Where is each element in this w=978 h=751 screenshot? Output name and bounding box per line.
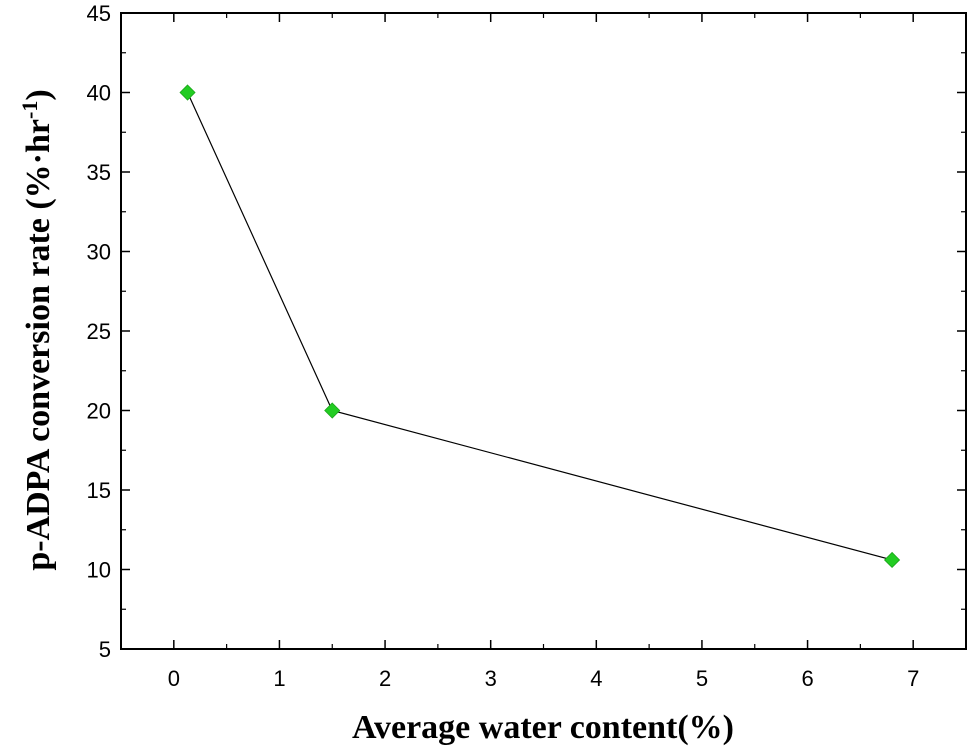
y-tick-label: 20 xyxy=(87,399,111,424)
y-axis-title-superscript: -1 xyxy=(17,101,42,119)
y-tick-label: 40 xyxy=(87,81,111,106)
x-tick-label: 2 xyxy=(379,666,391,691)
series-markers xyxy=(179,84,901,569)
series-lines xyxy=(186,92,893,561)
y-tick-label: 15 xyxy=(87,478,111,503)
series-line xyxy=(186,92,893,561)
data-point-diamond xyxy=(883,551,901,569)
plot-frame xyxy=(120,12,967,650)
x-axis-title: Average water content(%) xyxy=(352,709,734,746)
y-tick-label: 30 xyxy=(87,240,111,265)
x-tick-label: 6 xyxy=(801,666,813,691)
x-tick-label: 4 xyxy=(590,666,602,691)
y-tick-labels: 5 10 15 20 25 30 35 40 45 xyxy=(87,1,111,662)
x-ticks xyxy=(120,13,967,649)
x-tick-label: 7 xyxy=(907,666,919,691)
x-tick-label: 5 xyxy=(696,666,708,691)
y-tick-label: 25 xyxy=(87,319,111,344)
x-tick-label: 0 xyxy=(168,666,180,691)
data-point-diamond xyxy=(179,84,196,101)
data-point-diamond xyxy=(324,402,341,419)
x-tick-label: 3 xyxy=(485,666,497,691)
x-tick-labels: 0 1 2 3 4 5 6 7 xyxy=(168,666,920,691)
y-tick-label: 10 xyxy=(87,558,111,583)
y-tick-label: 5 xyxy=(99,637,111,662)
y-tick-label: 45 xyxy=(87,1,111,26)
y-tick-label: 35 xyxy=(87,160,111,185)
y-axis-title-suffix: ) xyxy=(20,89,57,100)
y-axis-title: p-ADPA conversion rate (%·hr-1) xyxy=(17,89,57,570)
y-ticks xyxy=(121,12,966,650)
y-axis-title-main: p-ADPA conversion rate (%·hr xyxy=(20,119,57,571)
x-tick-label: 1 xyxy=(273,666,285,691)
